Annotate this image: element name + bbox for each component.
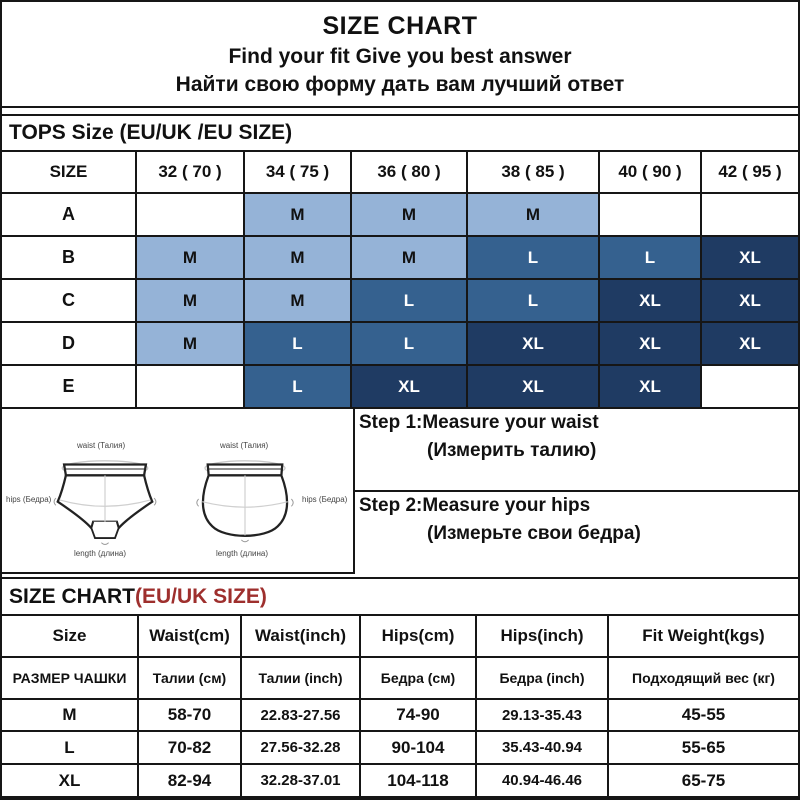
panty-back-diagram-icon	[196, 460, 294, 543]
hips-label: hips (Бедра)	[6, 495, 52, 504]
subtitle-en: Find your fit Give you best answer	[228, 44, 572, 68]
tops-size-cell: XL	[600, 280, 702, 323]
column-header-ru: Талии (inch)	[242, 658, 361, 700]
waist-cm: 82-94	[139, 765, 242, 798]
hips-inch: 40.94-46.46	[477, 765, 609, 798]
tops-size-cell	[600, 194, 702, 237]
tops-size-cell: L	[245, 366, 352, 409]
tops-size-cell: L	[352, 323, 468, 366]
step-1-cell: Step 1:Measure your waist (Измерить тали…	[355, 409, 798, 492]
page-title: SIZE CHART	[322, 11, 478, 40]
column-header: 38 ( 85 )	[468, 152, 600, 194]
waist-label: waist (Талия)	[220, 441, 269, 450]
column-header: Waist(cm)	[139, 616, 242, 658]
fit-weight: 55-65	[609, 732, 798, 765]
tops-size-cell	[137, 366, 245, 409]
tops-size-table: SIZE 32 ( 70 ) 34 ( 75 ) 36 ( 80 ) 38 ( …	[2, 152, 798, 409]
waist-cm: 70-82	[139, 732, 242, 765]
column-header-ru: РАЗМЕР ЧАШКИ	[2, 658, 139, 700]
column-header: 36 ( 80 )	[352, 152, 468, 194]
tops-size-cell: L	[468, 280, 600, 323]
row-label: C	[2, 280, 137, 323]
corner-cell: SIZE	[2, 152, 137, 194]
tops-size-cell: XL	[352, 366, 468, 409]
hips-label: hips (Бедра)	[302, 495, 348, 504]
column-header: 34 ( 75 )	[245, 152, 352, 194]
measure-section: waist (Талия) waist (Талия) hips (Бедра)…	[2, 409, 798, 574]
tops-size-cell: XL	[702, 280, 798, 323]
tops-size-cell: M	[137, 237, 245, 280]
subtitle-ru: Найти свою форму дать вам лучший ответ	[175, 72, 625, 96]
column-header-ru: Талии (см)	[139, 658, 242, 700]
length-label: length (длина)	[216, 549, 269, 558]
tops-size-cell: XL	[468, 366, 600, 409]
tops-size-cell: XL	[468, 323, 600, 366]
tops-size-cell: L	[352, 280, 468, 323]
column-header-ru: Бедра (см)	[361, 658, 477, 700]
waist-inch: 32.28-37.01	[242, 765, 361, 798]
tops-size-cell: M	[352, 237, 468, 280]
column-header: Size	[2, 616, 139, 658]
fit-weight: 45-55	[609, 700, 798, 732]
tops-size-cell	[137, 194, 245, 237]
column-header: 32 ( 70 )	[137, 152, 245, 194]
step-1-text: Step 1:Measure your waist	[359, 412, 599, 433]
row-label: B	[2, 237, 137, 280]
tops-size-cell: M	[137, 323, 245, 366]
step-2-text: Step 2:Measure your hips	[359, 495, 591, 516]
fit-weight: 65-75	[609, 765, 798, 798]
size-value: XL	[2, 765, 139, 798]
length-label: length (длина)	[74, 549, 127, 558]
size-value: L	[2, 732, 139, 765]
hips-cm: 90-104	[361, 732, 477, 765]
waist-label: waist (Талия)	[77, 441, 126, 450]
tops-size-cell: L	[600, 237, 702, 280]
underwear-diagrams: waist (Талия) waist (Талия) hips (Бедра)…	[2, 409, 355, 574]
header: SIZE CHART Find your fit Give you best a…	[2, 2, 798, 108]
tops-size-cell: M	[352, 194, 468, 237]
column-header: 42 ( 95 )	[702, 152, 798, 194]
tops-size-cell: XL	[702, 323, 798, 366]
column-header: Waist(inch)	[242, 616, 361, 658]
tops-section-title: TOPS Size (EU/UK /EU SIZE)	[2, 114, 798, 152]
bottom-title-red: (EU/UK SIZE)	[135, 584, 267, 608]
row-label: E	[2, 366, 137, 409]
hips-inch: 35.43-40.94	[477, 732, 609, 765]
tops-size-cell	[702, 194, 798, 237]
tops-size-cell: L	[245, 323, 352, 366]
tops-size-cell: XL	[600, 366, 702, 409]
row-label: D	[2, 323, 137, 366]
tops-size-cell: M	[468, 194, 600, 237]
tops-size-cell: M	[137, 280, 245, 323]
briefs-diagram-icon	[53, 460, 157, 545]
row-label: A	[2, 194, 137, 237]
size-value: M	[2, 700, 139, 732]
waist-cm: 58-70	[139, 700, 242, 732]
tops-size-cell: XL	[702, 237, 798, 280]
bottom-section-title: SIZE CHART (EU/UK SIZE)	[2, 577, 798, 616]
waist-inch: 22.83-27.56	[242, 700, 361, 732]
column-header-ru: Подходящий вес (кг)	[609, 658, 798, 700]
tops-size-cell: M	[245, 280, 352, 323]
tops-size-cell: M	[245, 237, 352, 280]
step-2-cell: Step 2:Measure your hips (Измерьте свои …	[355, 492, 798, 574]
tops-size-cell: M	[245, 194, 352, 237]
column-header: Fit Weight(kgs)	[609, 616, 798, 658]
measurements-table: Size Waist(cm) Waist(inch) Hips(cm) Hips…	[2, 616, 798, 798]
bottom-title-black: SIZE CHART	[9, 584, 135, 608]
step-1-text-ru: (Измерить талию)	[427, 440, 597, 461]
tops-size-cell: XL	[600, 323, 702, 366]
column-header: 40 ( 90 )	[600, 152, 702, 194]
hips-cm: 104-118	[361, 765, 477, 798]
tops-size-cell	[702, 366, 798, 409]
column-header-ru: Бедра (inch)	[477, 658, 609, 700]
tops-size-cell: L	[468, 237, 600, 280]
step-2-text-ru: (Измерьте свои бедра)	[427, 523, 641, 544]
hips-cm: 74-90	[361, 700, 477, 732]
column-header: Hips(inch)	[477, 616, 609, 658]
column-header: Hips(cm)	[361, 616, 477, 658]
waist-inch: 27.56-32.28	[242, 732, 361, 765]
hips-inch: 29.13-35.43	[477, 700, 609, 732]
